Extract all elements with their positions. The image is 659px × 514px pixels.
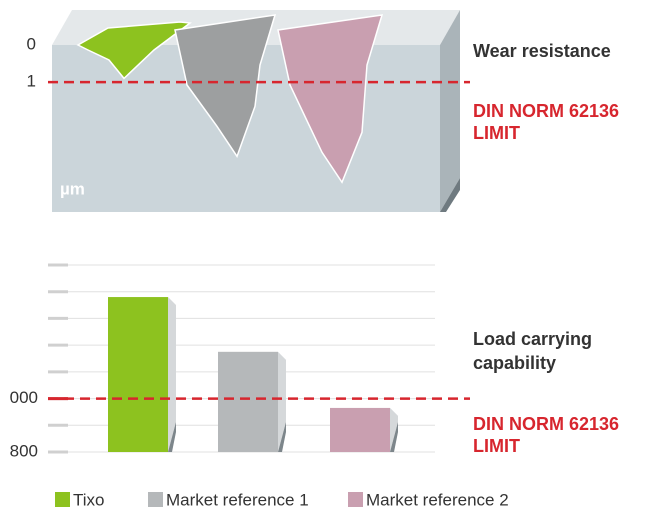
legend-swatch [148,492,163,507]
limit-label: DIN NORM 62136 [473,414,619,434]
y-tick-label: 000 [10,388,38,407]
infographic: 01µmWear resistanceDIN NORM 62136LIMIT80… [0,0,659,514]
legend-label: Market reference 1 [166,490,309,509]
legend-label: Market reference 2 [366,490,509,509]
limit-label: LIMIT [473,123,520,143]
bar [330,408,390,452]
y-tick-label: 800 [10,441,38,460]
title: capability [473,353,556,373]
title: Wear resistance [473,41,611,61]
title: Load carrying [473,329,592,349]
y-axis-label: µm [60,179,85,198]
y-tick-label: 1 [27,72,36,91]
bar [218,352,278,452]
limit-label: DIN NORM 62136 [473,101,619,121]
y-tick-label: 0 [27,34,36,53]
limit-label: LIMIT [473,436,520,456]
bar [108,297,168,452]
block-side [440,10,460,212]
legend-swatch [55,492,70,507]
legend-label: Tixo [73,490,105,509]
legend-swatch [348,492,363,507]
